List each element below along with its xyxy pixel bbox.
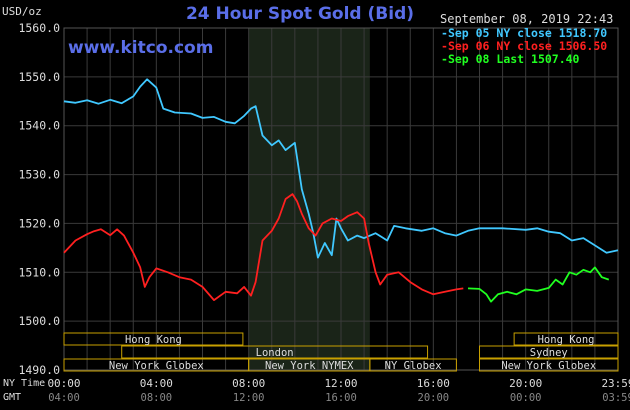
- session-bar: [369, 358, 457, 372]
- session-label: Hong Kong: [538, 334, 595, 346]
- session-label: Sydney: [530, 347, 568, 359]
- x-tick-label-ny: 08:00: [232, 377, 265, 390]
- session-bar: [479, 358, 619, 372]
- x-tick-label-gmt: 03:59: [602, 392, 630, 404]
- legend: -Sep 05 NY close 1518.70 -Sep 06 NY clos…: [441, 27, 607, 66]
- session-label: NY Globex: [385, 360, 442, 372]
- x-tick-label-gmt: 16:00: [325, 392, 357, 404]
- ny-time-row-label: NY Time: [3, 378, 46, 389]
- x-tick-label-ny: 20:00: [509, 377, 542, 390]
- site-url[interactable]: www.kitco.com: [68, 38, 214, 58]
- x-tick-label-ny: 16:00: [417, 377, 450, 390]
- x-tick-label-gmt: 12:00: [233, 392, 265, 404]
- series-line: [63, 78, 619, 259]
- session-label: New York NYMEX: [265, 360, 354, 372]
- x-tick-label-ny: 04:00: [140, 377, 173, 390]
- nymex-shaded-region: [248, 28, 370, 370]
- y-unit-label: USD/oz: [2, 5, 42, 18]
- y-tick-label: 1490.0: [18, 363, 60, 377]
- x-tick-label-ny: 12:00: [324, 377, 357, 390]
- y-tick-label: 1550.0: [18, 70, 60, 84]
- x-tick-label-ny: 00:00: [47, 377, 80, 390]
- y-tick-label: 1500.0: [18, 314, 60, 328]
- session-bar: [479, 345, 619, 359]
- x-tick-label-gmt: 00:00: [510, 392, 542, 404]
- session-label: London: [256, 347, 294, 359]
- session-label: Hong Kong: [125, 334, 182, 346]
- chart-title: 24 Hour Spot Gold (Bid): [185, 4, 415, 24]
- legend-entry: -Sep 06 NY close 1506.50: [441, 39, 608, 53]
- session-bar: [63, 332, 244, 346]
- series-line: [63, 193, 464, 301]
- session-label: New York Globex: [109, 360, 204, 372]
- y-tick-label: 1520.0: [18, 216, 60, 230]
- session-bar: [121, 345, 429, 359]
- session-label: New York Globex: [501, 360, 596, 372]
- legend-entry: -Sep 08 Last 1507.40: [441, 52, 580, 66]
- series-line: [467, 266, 610, 303]
- y-tick-label: 1530.0: [18, 168, 60, 182]
- x-tick-label-gmt: 08:00: [141, 392, 173, 404]
- y-tick-label: 1510.0: [18, 265, 60, 279]
- y-tick-label: 1540.0: [18, 119, 60, 133]
- plot-frame: [63, 27, 619, 371]
- x-tick-label-gmt: 04:00: [48, 392, 80, 404]
- y-tick-label: 1560.0: [18, 21, 60, 35]
- legend-entry: -Sep 05 NY close 1518.70: [441, 26, 608, 40]
- chart-datetime: September 08, 2019 22:43: [440, 12, 614, 26]
- gmt-row-label: GMT: [3, 392, 22, 403]
- session-bar: [513, 332, 619, 346]
- x-tick-label-ny: 23:59: [601, 377, 630, 390]
- x-tick-label-gmt: 20:00: [418, 392, 450, 404]
